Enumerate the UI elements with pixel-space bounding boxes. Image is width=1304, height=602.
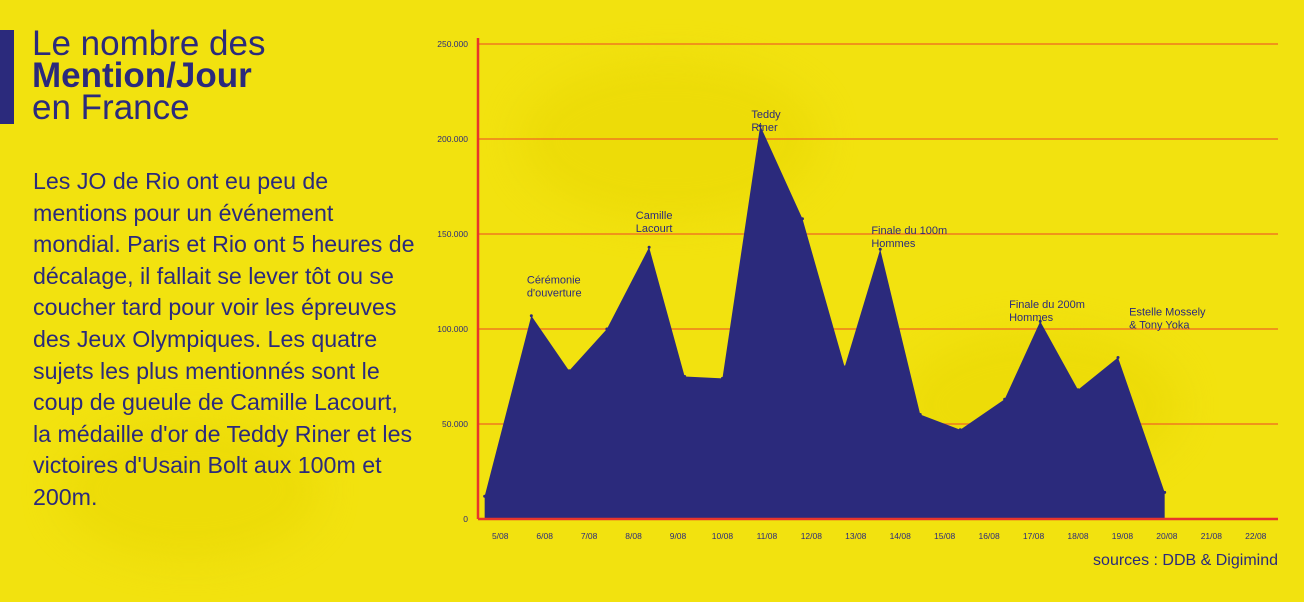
annotation-line: Lacourt <box>636 223 673 235</box>
title-block: Le nombre des Mention/Jour en France <box>32 24 266 127</box>
annotation-label: Estelle Mossely & Tony Yoka <box>1129 307 1206 332</box>
mentions-area <box>484 125 1165 519</box>
data-point <box>647 245 651 249</box>
annotation-line: Camille <box>636 210 673 222</box>
y-tick-label: 100.000 <box>437 324 468 334</box>
annotation-line: Riner <box>751 122 778 134</box>
annotation-label: Finale du 200m Hommes <box>1009 299 1085 324</box>
x-tick-label: 16/08 <box>978 531 1000 541</box>
x-tick-label: 6/08 <box>536 531 553 541</box>
y-tick-label: 0 <box>463 514 468 524</box>
x-tick-labels: 5/08 6/08 7/08 8/08 9/08 10/08 11/08 12/08 13/08… <box>492 531 1267 541</box>
x-tick-label: 18/08 <box>1067 531 1089 541</box>
x-tick-label: 15/08 <box>934 531 956 541</box>
data-point <box>918 413 922 416</box>
y-tick-label: 150.000 <box>437 229 468 239</box>
y-tick-labels: 0 50.000 100.000 150.000 200.000 250.000 <box>437 39 468 524</box>
data-point <box>567 369 571 373</box>
annotation-line: & Tony Yoka <box>1129 320 1190 332</box>
data-point <box>1038 319 1042 323</box>
annotation-line: Estelle Mossely <box>1129 307 1206 319</box>
data-point <box>878 247 882 251</box>
data-point <box>800 217 804 221</box>
annotation-line: Finale du 100m <box>871 225 947 237</box>
data-point <box>529 314 533 318</box>
source-credit: sources : DDB & Digimind <box>1093 552 1278 569</box>
x-tick-label: 12/08 <box>801 531 823 541</box>
x-tick-label: 5/08 <box>492 531 509 541</box>
data-point <box>1116 356 1120 359</box>
y-tick-label: 50.000 <box>442 419 468 429</box>
data-point <box>958 428 962 432</box>
annotation-line: Hommes <box>1009 312 1054 324</box>
data-point <box>483 494 487 498</box>
data-point <box>720 376 724 380</box>
x-tick-label: 20/08 <box>1156 531 1178 541</box>
data-point <box>605 327 609 331</box>
x-tick-label: 13/08 <box>845 531 867 541</box>
x-tick-label: 21/08 <box>1201 531 1223 541</box>
title-line-3: en France <box>32 88 190 127</box>
annotations: Cérémonie d'ouverture Camille Lacourt Teddy R… <box>527 109 1206 332</box>
data-point <box>1003 397 1007 401</box>
x-tick-label: 7/08 <box>581 531 598 541</box>
data-point <box>1076 388 1080 392</box>
annotation-label: Teddy Riner <box>751 109 781 134</box>
x-tick-label: 8/08 <box>625 531 642 541</box>
annotation-line: Cérémonie <box>527 274 581 286</box>
annotation-line: Hommes <box>871 238 916 250</box>
y-tick-label: 200.000 <box>437 134 468 144</box>
background-blotch <box>60 420 320 560</box>
x-tick-label: 11/08 <box>757 531 778 541</box>
title-line-1: Le nombre des <box>32 24 266 63</box>
x-tick-label: 14/08 <box>890 531 912 541</box>
annotation-line: d'ouverture <box>527 287 582 299</box>
data-point <box>758 124 762 128</box>
annotation-line: Finale du 200m <box>1009 299 1085 311</box>
x-tick-label: 9/08 <box>670 531 687 541</box>
annotation-label: Finale du 100m Hommes <box>871 225 947 250</box>
axes <box>476 38 1278 521</box>
annotation-label: Camille Lacourt <box>636 210 673 235</box>
annotation-line: Teddy <box>751 109 781 121</box>
x-tick-label: 17/08 <box>1023 531 1045 541</box>
x-tick-label: 19/08 <box>1112 531 1134 541</box>
x-tick-label: 10/08 <box>712 531 734 541</box>
description-text: Les JO de Rio ont eu peu de mentions pou… <box>33 168 415 510</box>
annotation-label: Cérémonie d'ouverture <box>527 274 582 299</box>
y-tick-label: 250.000 <box>437 39 468 49</box>
x-tick-label: 22/08 <box>1245 531 1267 541</box>
data-point <box>843 365 847 369</box>
data-point <box>683 375 687 378</box>
title-accent-bar <box>0 30 14 124</box>
area-series <box>483 124 1167 519</box>
title-line-2: Mention/Jour <box>32 56 252 95</box>
data-point <box>1163 490 1167 494</box>
